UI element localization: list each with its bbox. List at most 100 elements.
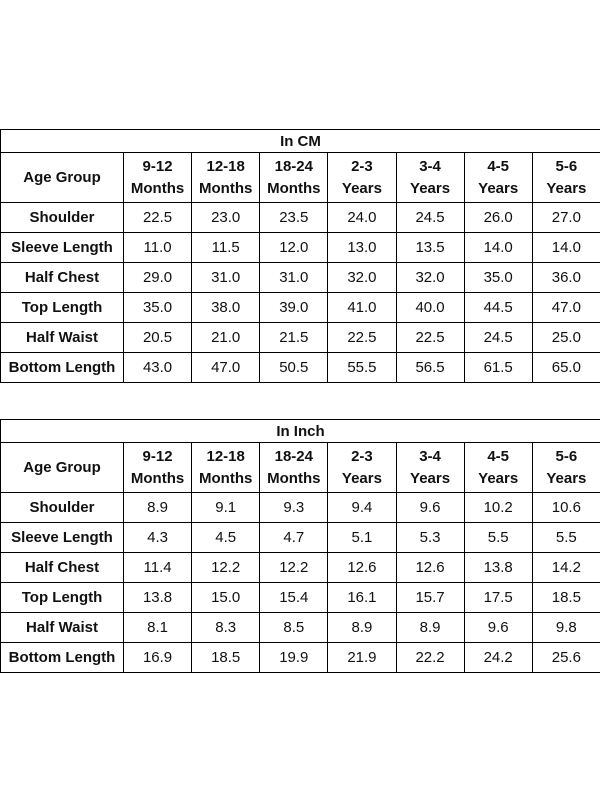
table-cell: 25.0 xyxy=(531,322,600,353)
table-row: Top Length 13.8 15.0 15.4 16.1 15.7 17.5… xyxy=(0,582,600,613)
column-header: 12-18 Months xyxy=(191,442,261,493)
table-row: Half Chest 11.4 12.2 12.2 12.6 12.6 13.8… xyxy=(0,552,600,583)
table-row: Bottom Length 16.9 18.5 19.9 21.9 22.2 2… xyxy=(0,642,600,673)
table-row: Sleeve Length 4.3 4.5 4.7 5.1 5.3 5.5 5.… xyxy=(0,522,600,553)
table-cell: 12.6 xyxy=(327,552,397,583)
table-cell: 25.6 xyxy=(531,642,600,673)
table-cell: 56.5 xyxy=(395,352,465,383)
row-label: Top Length xyxy=(0,292,124,323)
table-cell: 18.5 xyxy=(531,582,600,613)
table-cell: 44.5 xyxy=(463,292,533,323)
table-cell: 24.5 xyxy=(395,202,465,233)
table-cell: 24.5 xyxy=(463,322,533,353)
table-cell: 27.0 xyxy=(531,202,600,233)
table-cell: 15.7 xyxy=(395,582,465,613)
table-cell: 8.9 xyxy=(327,612,397,643)
table-cell: 39.0 xyxy=(259,292,329,323)
table-title: In Inch xyxy=(0,419,600,443)
table-cell: 13.0 xyxy=(327,232,397,263)
table-cell: 23.0 xyxy=(191,202,261,233)
table-cell: 5.5 xyxy=(463,522,533,553)
table-cell: 13.5 xyxy=(395,232,465,263)
table-cell: 16.1 xyxy=(327,582,397,613)
table-cell: 24.0 xyxy=(327,202,397,233)
table-title: In CM xyxy=(0,129,600,153)
table-cell: 4.7 xyxy=(259,522,329,553)
table-cell: 17.5 xyxy=(463,582,533,613)
table-row: Half Waist 8.1 8.3 8.5 8.9 8.9 9.6 9.8 xyxy=(0,612,600,643)
table-cell: 16.9 xyxy=(122,642,193,673)
row-label: Bottom Length xyxy=(0,642,124,673)
row-label: Bottom Length xyxy=(0,352,124,383)
column-header: 4-5 Years xyxy=(463,442,533,493)
table-cell: 31.0 xyxy=(259,262,329,293)
table-cell: 12.2 xyxy=(191,552,261,583)
table-cell: 38.0 xyxy=(191,292,261,323)
table-cell: 9.4 xyxy=(327,492,397,523)
row-label: Sleeve Length xyxy=(0,232,124,263)
row-label: Shoulder xyxy=(0,492,124,523)
table-cell: 11.4 xyxy=(122,552,193,583)
table-row: Top Length 35.0 38.0 39.0 41.0 40.0 44.5… xyxy=(0,292,600,323)
table-cell: 15.0 xyxy=(191,582,261,613)
table-cell: 21.9 xyxy=(327,642,397,673)
table-cell: 23.5 xyxy=(259,202,329,233)
table-cell: 9.1 xyxy=(191,492,261,523)
table-cell: 43.0 xyxy=(122,352,193,383)
column-header: 9-12 Months xyxy=(122,442,193,493)
table-cell: 10.2 xyxy=(463,492,533,523)
table-cell: 32.0 xyxy=(395,262,465,293)
table-cell: 22.5 xyxy=(395,322,465,353)
table-cell: 8.9 xyxy=(122,492,193,523)
table-cell: 65.0 xyxy=(531,352,600,383)
column-header: 5-6 Years xyxy=(531,152,600,203)
table-cell: 61.5 xyxy=(463,352,533,383)
table-cell: 11.5 xyxy=(191,232,261,263)
column-header: 2-3 Years xyxy=(327,442,397,493)
table-cell: 31.0 xyxy=(191,262,261,293)
row-label: Half Chest xyxy=(0,552,124,583)
column-header: 18-24 Months xyxy=(259,442,329,493)
table-cell: 9.8 xyxy=(531,612,600,643)
table-cell: 29.0 xyxy=(122,262,193,293)
table-cell: 8.1 xyxy=(122,612,193,643)
age-group-header: Age Group xyxy=(0,152,124,203)
column-header: 9-12 Months xyxy=(122,152,193,203)
table-cell: 14.2 xyxy=(531,552,600,583)
table-cell: 47.0 xyxy=(531,292,600,323)
row-label: Shoulder xyxy=(0,202,124,233)
table-row: Half Waist 20.5 21.0 21.5 22.5 22.5 24.5… xyxy=(0,322,600,353)
column-header: 12-18 Months xyxy=(191,152,261,203)
table-cell: 24.2 xyxy=(463,642,533,673)
table-cell: 19.9 xyxy=(259,642,329,673)
table-cell: 36.0 xyxy=(531,262,600,293)
table-cell: 41.0 xyxy=(327,292,397,323)
column-header: 5-6 Years xyxy=(531,442,600,493)
table-cell: 22.5 xyxy=(122,202,193,233)
table-row: Half Chest 29.0 31.0 31.0 32.0 32.0 35.0… xyxy=(0,262,600,293)
table-cell: 20.5 xyxy=(122,322,193,353)
table-cell: 40.0 xyxy=(395,292,465,323)
table-cell: 13.8 xyxy=(122,582,193,613)
table-cell: 8.9 xyxy=(395,612,465,643)
table-cell: 18.5 xyxy=(191,642,261,673)
table-cell: 55.5 xyxy=(327,352,397,383)
column-header: 2-3 Years xyxy=(327,152,397,203)
column-header: 4-5 Years xyxy=(463,152,533,203)
table-cell: 12.6 xyxy=(395,552,465,583)
cm-size-table: In CM Age Group 9-12 Months 12-18 Months 1… xyxy=(0,129,600,383)
table-cell: 4.3 xyxy=(122,522,193,553)
table-cell: 10.6 xyxy=(531,492,600,523)
column-header: 3-4 Years xyxy=(395,442,465,493)
row-label: Half Waist xyxy=(0,612,124,643)
table-cell: 50.5 xyxy=(259,352,329,383)
table-row: Sleeve Length 11.0 11.5 12.0 13.0 13.5 1… xyxy=(0,232,600,263)
table-cell: 4.5 xyxy=(191,522,261,553)
table-cell: 5.5 xyxy=(531,522,600,553)
table-cell: 5.3 xyxy=(395,522,465,553)
row-label: Top Length xyxy=(0,582,124,613)
table-cell: 9.6 xyxy=(463,612,533,643)
row-label: Half Chest xyxy=(0,262,124,293)
header-row: Age Group 9-12 Months 12-18 Months 18-24 Mo… xyxy=(0,152,600,203)
table-cell: 8.3 xyxy=(191,612,261,643)
